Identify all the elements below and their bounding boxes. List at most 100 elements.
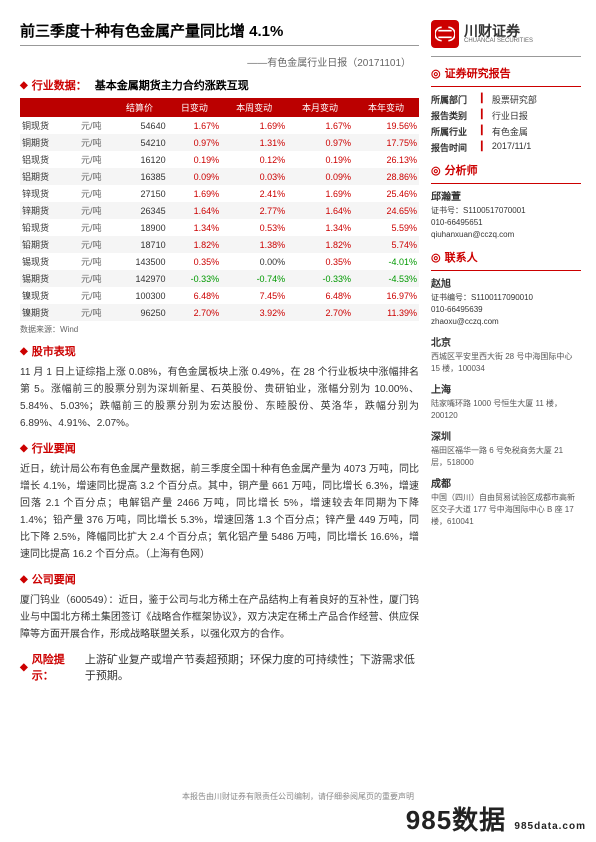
cell-month: 1.69% — [287, 185, 353, 202]
cell-year: 24.65% — [353, 202, 419, 219]
office-city: 成都 — [431, 475, 581, 490]
company-text: 厦门钨业（600549）：近日，鉴于公司与北方稀土在产品结构上有着良好的互补性，… — [20, 592, 419, 643]
cell-week: 0.03% — [221, 168, 287, 185]
cell-price: 100300 — [111, 287, 167, 304]
table-row: 锡期货 元/吨 142970 -0.33% -0.74% -0.33% -4.5… — [20, 270, 419, 287]
section-data-label: 行业数据： — [32, 77, 87, 93]
diamond-icon: ◆ — [20, 80, 28, 91]
cell-name: 镍期货 — [20, 304, 71, 321]
cell-year: -4.53% — [353, 270, 419, 287]
cell-week: 1.38% — [221, 236, 287, 253]
office-addr: 中国（四川）自由贸易试验区成都市高新区交子大道 177 号中海国际中心 B 座 … — [431, 492, 581, 528]
contact-block: 赵旭 证书编号：S1100117090010 010-66495639 zhao… — [431, 277, 581, 328]
side-contact-head: ◎ 联系人 — [431, 249, 581, 265]
cell-unit: 元/吨 — [71, 185, 111, 202]
table-row: 锌现货 元/吨 27150 1.69% 2.41% 1.69% 25.46% — [20, 185, 419, 202]
table-header — [71, 98, 111, 117]
analyst-tel: 010-66495651 — [431, 217, 581, 229]
cell-price: 16385 — [111, 168, 167, 185]
cell-month: 6.48% — [287, 287, 353, 304]
section-data: ◆ 行业数据： 基本金属期货主力合约涨跌互现 — [20, 77, 419, 93]
side-analyst-label: 分析师 — [445, 162, 478, 178]
cell-unit: 元/吨 — [71, 219, 111, 236]
section-company: ◆ 公司要闻 — [20, 571, 419, 587]
cell-unit: 元/吨 — [71, 253, 111, 270]
info-row: 报告类别▎行业日报 — [431, 109, 581, 122]
logo-cn: 川财证券 — [464, 24, 533, 38]
cell-week: 1.69% — [221, 117, 287, 134]
cell-day: 1.67% — [168, 117, 222, 134]
info-key: 所属行业 — [431, 125, 481, 138]
watermark-main: 985数据 — [406, 805, 506, 835]
cell-price: 143500 — [111, 253, 167, 270]
section-market-label: 股市表现 — [32, 343, 76, 359]
cell-day: 0.19% — [168, 151, 222, 168]
cell-price: 142970 — [111, 270, 167, 287]
info-row: 报告时间▎2017/11/1 — [431, 141, 581, 154]
diamond-icon: ◆ — [20, 574, 28, 585]
cell-price: 54640 — [111, 117, 167, 134]
cell-price: 18900 — [111, 219, 167, 236]
cell-month: 1.67% — [287, 117, 353, 134]
table-row: 锌期货 元/吨 26345 1.64% 2.77% 1.64% 24.65% — [20, 202, 419, 219]
cell-name: 铜期货 — [20, 134, 71, 151]
section-industry: ◆ 行业要闻 — [20, 440, 419, 456]
contact-tel: 010-66495639 — [431, 304, 581, 316]
cell-week: 0.00% — [221, 253, 287, 270]
cell-day: 1.82% — [168, 236, 222, 253]
logo-icon — [431, 20, 459, 48]
info-key: 报告类别 — [431, 109, 481, 122]
office-addr: 福田区福华一路 6 号免税商务大厦 21 层，518000 — [431, 445, 581, 469]
cell-week: 0.12% — [221, 151, 287, 168]
cell-unit: 元/吨 — [71, 202, 111, 219]
cell-unit: 元/吨 — [71, 151, 111, 168]
table-source: 数据来源：Wind — [20, 324, 419, 335]
table-row: 铜期货 元/吨 54210 0.97% 1.31% 0.97% 17.75% — [20, 134, 419, 151]
table-row: 铝现货 元/吨 16120 0.19% 0.12% 0.19% 26.13% — [20, 151, 419, 168]
cell-price: 27150 — [111, 185, 167, 202]
info-row: 所属行业▎有色金属 — [431, 125, 581, 138]
table-header: 本周变动 — [221, 98, 287, 117]
info-val: 2017/11/1 — [492, 141, 581, 154]
cell-price: 16120 — [111, 151, 167, 168]
market-text: 11 月 1 日上证综指上涨 0.08%，有色金属板块上涨 0.49%，在 28… — [20, 364, 419, 432]
analyst-block: 邱瀚萱 证书号：S1100517070001 010-66495651 qiuh… — [431, 190, 581, 241]
section-industry-label: 行业要闻 — [32, 440, 76, 456]
cell-month: 0.35% — [287, 253, 353, 270]
section-risk-label: 风险提示： — [32, 651, 81, 683]
cell-unit: 元/吨 — [71, 168, 111, 185]
info-key: 所属部门 — [431, 93, 481, 106]
bar-icon: ▎ — [481, 125, 488, 138]
cell-day: -0.33% — [168, 270, 222, 287]
section-data-sub: 基本金属期货主力合约涨跌互现 — [95, 77, 249, 93]
cell-year: 16.97% — [353, 287, 419, 304]
cell-week: 1.31% — [221, 134, 287, 151]
office-city: 北京 — [431, 334, 581, 349]
contact-name: 赵旭 — [431, 277, 581, 292]
cell-year: 5.59% — [353, 219, 419, 236]
cell-week: -0.74% — [221, 270, 287, 287]
cell-price: 54210 — [111, 134, 167, 151]
section-market: ◆ 股市表现 — [20, 343, 419, 359]
cell-day: 0.97% — [168, 134, 222, 151]
info-key: 报告时间 — [431, 141, 481, 154]
cell-year: 28.86% — [353, 168, 419, 185]
analyst-cert: 证书号：S1100517070001 — [431, 205, 581, 217]
cell-unit: 元/吨 — [71, 236, 111, 253]
diamond-icon: ◆ — [20, 662, 28, 673]
cell-year: -4.01% — [353, 253, 419, 270]
logo: 川财证券 CHUANCAI SECURITIES — [431, 20, 581, 48]
cell-name: 锌期货 — [20, 202, 71, 219]
cell-year: 5.74% — [353, 236, 419, 253]
cell-name: 铅现货 — [20, 219, 71, 236]
cell-name: 锡现货 — [20, 253, 71, 270]
industry-text: 近日，统计局公布有色金属产量数据，前三季度全国十种有色金属产量为 4073 万吨… — [20, 461, 419, 563]
circle-icon: ◎ — [431, 251, 441, 264]
cell-week: 7.45% — [221, 287, 287, 304]
cell-year: 17.75% — [353, 134, 419, 151]
office-addr: 西城区平安里西大街 28 号中海国际中心 15 楼，100034 — [431, 351, 581, 375]
side-report-head: ◎ 证券研究报告 — [431, 65, 581, 81]
cell-name: 铅期货 — [20, 236, 71, 253]
cell-day: 0.35% — [168, 253, 222, 270]
cell-day: 0.09% — [168, 168, 222, 185]
